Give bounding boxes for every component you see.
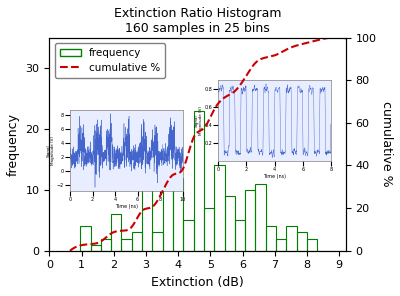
Bar [152, 232, 163, 251]
Bar [245, 190, 256, 251]
Title: Extinction Ratio Histogram
160 samples in 25 bins: Extinction Ratio Histogram 160 samples i… [114, 7, 281, 35]
Bar [183, 220, 194, 251]
Bar [111, 214, 122, 251]
Bar [122, 239, 132, 251]
Bar [163, 178, 173, 251]
Bar [90, 245, 101, 251]
Bar [256, 184, 266, 251]
Bar [297, 232, 307, 251]
Bar [132, 232, 142, 251]
Y-axis label: cumulative %: cumulative % [380, 101, 393, 187]
Legend: frequency, cumulative %: frequency, cumulative % [54, 43, 165, 78]
Bar [224, 196, 235, 251]
Bar [80, 226, 90, 251]
Bar [235, 220, 245, 251]
Bar [214, 165, 224, 251]
X-axis label: Extinction (dB): Extinction (dB) [151, 276, 244, 289]
Bar [266, 226, 276, 251]
Bar [276, 239, 286, 251]
Bar [194, 111, 204, 251]
Bar [142, 178, 152, 251]
Y-axis label: frequency: frequency [7, 113, 20, 176]
Bar [173, 178, 183, 251]
Bar [204, 208, 214, 251]
Bar [286, 226, 297, 251]
Bar [101, 239, 111, 251]
Bar [307, 239, 317, 251]
